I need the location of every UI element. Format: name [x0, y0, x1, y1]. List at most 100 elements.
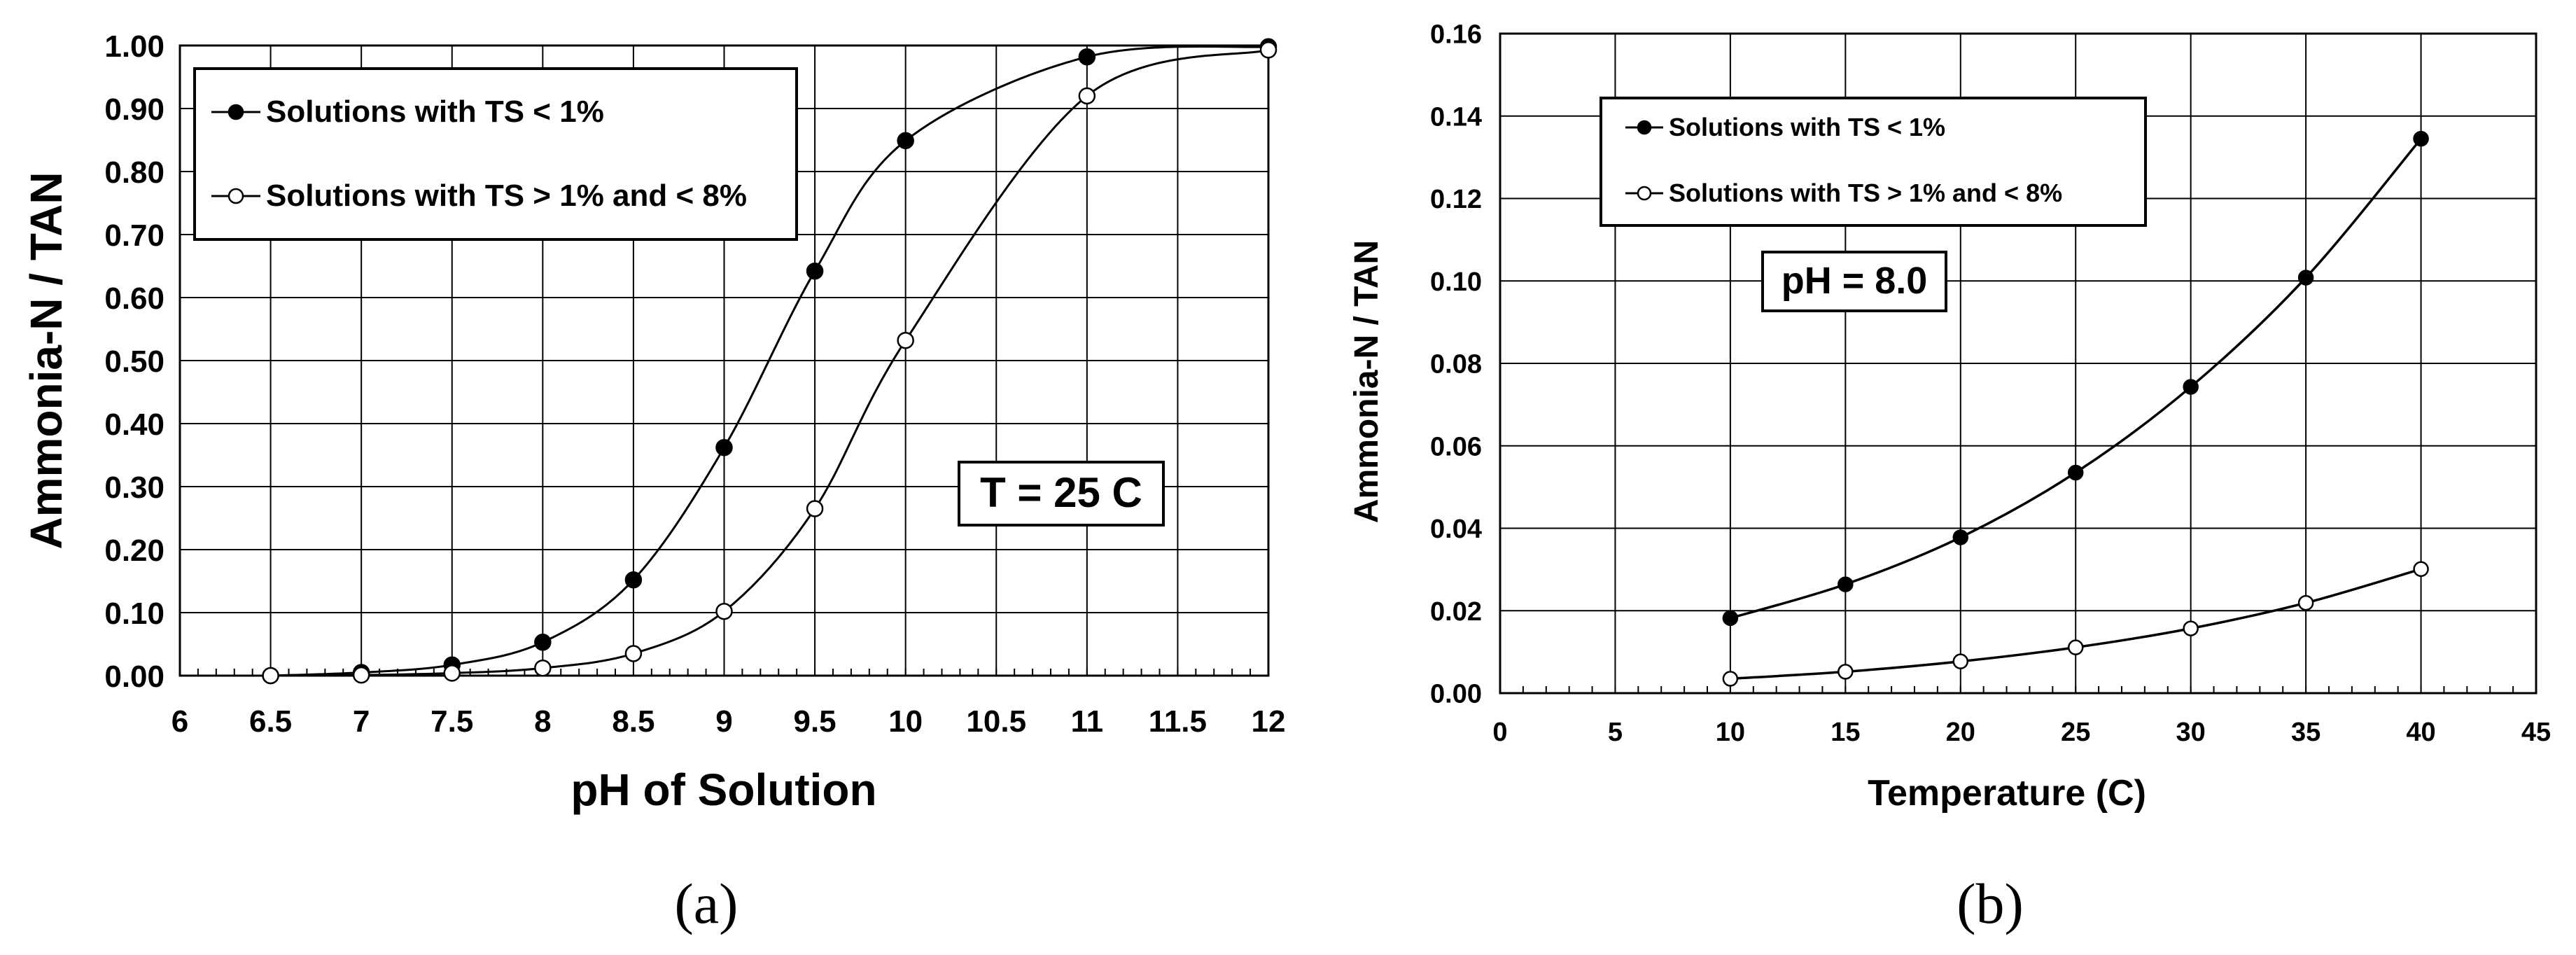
chart-b-x-tick-label: 40 [2406, 718, 2435, 747]
chart-b-legend-marker-2 [1637, 186, 1652, 201]
chart-a-series-1-point [1078, 48, 1096, 66]
chart-a-x-tick-label: 7 [353, 704, 370, 739]
chart-a-series-1-point [897, 132, 914, 150]
chart-b-minor-ticks [1499, 686, 2537, 693]
chart-a-series-1-point [624, 571, 643, 589]
chart-b-series-2-point [1722, 671, 1739, 687]
chart-b-x-tick-label: 15 [1830, 718, 1860, 747]
chart-b-annotation-box [1761, 251, 1947, 312]
chart-a-y-tick-label: 0.80 [104, 155, 164, 190]
chart-b-series-1-point [2297, 270, 2314, 286]
chart-b-legend-label-1: Solutions with TS < 1% [1669, 113, 1945, 141]
chart-b-series-2-point [1837, 664, 1854, 680]
chart-a-x-tick-label: 7.5 [430, 704, 473, 739]
chart-b-x-tick-label: 5 [1608, 718, 1623, 747]
chart-a-x-tick-label: 8.5 [612, 704, 654, 739]
chart-b-y-tick-label: 0.06 [1430, 432, 1482, 461]
chart-a-legend-label-2: Solutions with TS > 1% and < 8% [266, 179, 747, 213]
chart-b-x-tick-labels: 0 5 10 15 20 25 30 35 40 45 [1492, 718, 2551, 747]
chart-b-series-2-point [2297, 594, 2314, 611]
chart-a-x-tick-label: 12 [1252, 704, 1286, 739]
chart-a-series-1-point [715, 438, 733, 456]
chart-a-x-tick-label: 11.5 [1149, 704, 1207, 739]
chart-a-y-axis-title: Ammonia-N / TAN [21, 172, 71, 549]
chart-a-panel-label: (a) [674, 872, 738, 935]
chart-a-series-2-point [1078, 87, 1096, 105]
chart-a-series-2-point [715, 602, 733, 620]
chart-b-y-tick-label: 0.08 [1430, 350, 1482, 379]
chart-b-x-tick-label: 35 [2291, 718, 2320, 747]
chart-a-y-tick-label: 0.60 [104, 281, 164, 316]
chart-b-series-2-point [2067, 639, 2084, 655]
chart-b-y-tick-label: 0.10 [1430, 267, 1482, 297]
chart-b-plot-frame [1499, 32, 2538, 695]
chart-a-x-tick-label: 9.5 [793, 704, 836, 739]
chart-b-x-tick-label: 20 [1946, 718, 1975, 747]
chart-b-series-2-point [1952, 653, 1969, 669]
chart-a-legend-label-1: Solutions with TS < 1% [266, 95, 604, 129]
chart-a-x-tick-labels: 6 6.5 7 7.5 8 8.5 9 9.5 10 10.5 11 11.5 12 [172, 704, 1286, 739]
chart-a-y-tick-label: 0.20 [104, 534, 164, 568]
chart-b-markers [1722, 130, 2429, 687]
chart-a-plot-frame [178, 44, 1270, 677]
chart-a-y-tick-label: 0.70 [104, 218, 164, 253]
chart-a-series-2-point [897, 331, 914, 349]
chart-a: 6 6.5 7 7.5 8 8.5 9 9.5 10 10.5 11 11.5 12 0.00 0.10 0… [21, 29, 1285, 935]
chart-b: 0 5 10 15 20 25 30 35 40 45 0.000.020.040.060.080… [1348, 20, 2551, 935]
chart-b-x-tick-label: 25 [2061, 718, 2090, 747]
chart-a-annotation: T = 25 C [958, 461, 1165, 527]
chart-a-series-2-point [1259, 41, 1278, 59]
chart-b-series-1-point [1952, 529, 1969, 545]
chart-b-series-1-point [1722, 610, 1739, 627]
chart-a-x-tick-label: 9 [715, 704, 732, 739]
chart-b-y-tick-label: 0.16 [1430, 20, 1482, 50]
chart-a-series-2-line [270, 48, 1269, 677]
chart-a-x-tick-label: 10.5 [966, 704, 1026, 739]
chart-b-x-axis-title: Temperature (C) [1868, 773, 2146, 814]
chart-b-annotation-text: pH = 8.0 [1782, 260, 1928, 302]
chart-a-y-tick-label: 0.90 [104, 92, 164, 127]
chart-a-x-tick-label: 6 [172, 704, 188, 739]
chart-b-legend-marker-1 [1637, 120, 1652, 135]
chart-b-x-tick-label: 0 [1492, 718, 1507, 747]
chart-b-series-1-point [2413, 130, 2429, 147]
chart-b-y-tick-label: 0.02 [1430, 597, 1482, 627]
chart-a-y-tick-label: 0.40 [104, 407, 164, 442]
chart-b-y-axis-title: Ammonia-N / TAN [1348, 240, 1385, 523]
chart-a-annotation-text: T = 25 C [980, 469, 1142, 516]
chart-b-y-tick-labels: 0.00 0.02 0.04 0.06 0.08 0.10 0.12 0.14 0.16 [1430, 20, 1482, 709]
chart-a-y-tick-label: 0.10 [104, 597, 164, 631]
chart-a-legend-marker-2 [227, 188, 244, 204]
chart-a-series-1-point [534, 634, 552, 651]
chart-b-legend-label-2: Solutions with TS > 1% and < 8% [1669, 179, 2062, 207]
chart-a-legend: Solutions with TS < 1% Solutions with TS… [193, 67, 798, 241]
chart-b-panel-label: (b) [1956, 872, 2024, 935]
chart-b-x-tick-label: 30 [2176, 718, 2206, 747]
chart-b-y-tick-label: 0.04 [1430, 515, 1482, 544]
chart-a-series-1-point [806, 262, 824, 280]
chart-b-legend: Solutions with TS < 1% Solutions with TS… [1600, 97, 2147, 227]
chart-b-series-1-point [2183, 379, 2199, 395]
chart-b-legend-box [1600, 97, 2147, 227]
chart-b-y-tick-label: 0.14 [1430, 102, 1482, 132]
chart-a-y-tick-label: 0.50 [104, 344, 164, 379]
chart-a-x-tick-label: 8 [534, 704, 551, 739]
chart-b-x-tick-label: 45 [2521, 718, 2551, 747]
chart-a-series-2-point [534, 659, 552, 677]
chart-a-series-2-point [352, 666, 370, 684]
chart-a-x-tick-label: 11 [1071, 704, 1104, 739]
chart-a-y-tick-label: 1.00 [104, 29, 164, 64]
chart-a-y-tick-label: 0.30 [104, 470, 164, 505]
chart-b-series-1-point [1837, 576, 1854, 592]
chart-a-series-2-point [443, 664, 461, 682]
chart-b-series-2-point [2183, 620, 2199, 636]
chart-b-series-1-point [2067, 464, 2084, 481]
chart-b-y-tick-label: 0.12 [1430, 185, 1482, 214]
chart-b-y-tick-label: 0.00 [1430, 680, 1482, 709]
chart-a-x-tick-label: 10 [888, 704, 923, 739]
chart-a-series-2-point [624, 645, 643, 662]
chart-a-y-tick-label: 0.00 [104, 660, 164, 694]
chart-a-x-tick-label: 6.5 [249, 704, 292, 739]
chart-a-x-axis-title: pH of Solution [570, 765, 876, 815]
